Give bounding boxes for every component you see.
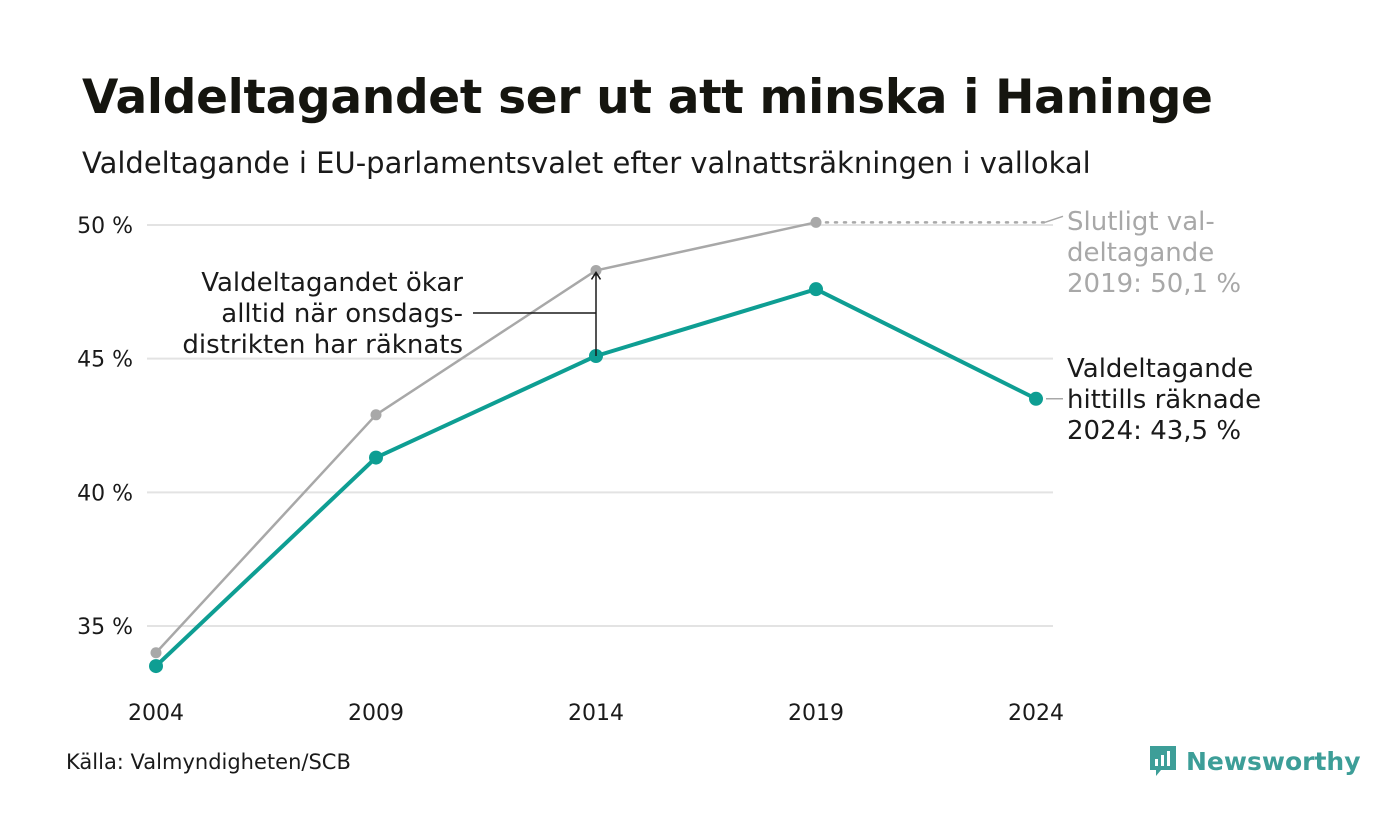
x-tick-label: 2009 bbox=[348, 701, 404, 726]
source-note: Källa: Valmyndigheten/SCB bbox=[66, 750, 351, 774]
x-tick-label: 2024 bbox=[1008, 701, 1064, 726]
final-data-point bbox=[150, 647, 162, 659]
final-series-line bbox=[154, 221, 818, 654]
counted-data-point bbox=[149, 659, 163, 674]
x-tick-label: 2004 bbox=[128, 701, 184, 726]
y-tick-label: 45 % bbox=[77, 348, 133, 373]
newsworthy-icon bbox=[1150, 746, 1176, 776]
counted-annotation-text: 2024: 43,5 % bbox=[1067, 416, 1241, 446]
final-annotation-text: 2019: 50,1 % bbox=[1067, 269, 1241, 299]
y-axis-ticks: 35 % 40 % 45 % 50 % bbox=[77, 214, 133, 640]
chart-title: Valdeltagandet ser ut att minska i Hanin… bbox=[82, 70, 1213, 125]
chart-subtitle: Valdeltagande i EU-parlamentsvalet efter… bbox=[82, 146, 1091, 180]
gap-annotation-text: distrikten har räknats bbox=[182, 330, 463, 360]
counted-annotation-text: Valdeltagande bbox=[1067, 354, 1253, 384]
line-chart: 35 % 40 % 45 % 50 % 2004 2009 2014 2019 2024 Sl… bbox=[77, 207, 1261, 726]
y-tick-label: 40 % bbox=[77, 481, 133, 506]
gap-arrow-head bbox=[590, 271, 602, 280]
counted-data-point bbox=[369, 450, 383, 465]
y-tick-label: 50 % bbox=[77, 214, 133, 239]
final-annotation-text: deltagande bbox=[1067, 238, 1214, 268]
x-axis-ticks: 2004 2009 2014 2019 2024 bbox=[128, 701, 1064, 726]
final-data-point bbox=[810, 216, 822, 228]
final-annotation-text: Slutligt val- bbox=[1067, 207, 1215, 237]
counted-annotation-text: hittills räknade bbox=[1067, 385, 1261, 415]
gap-annotation-text: alltid när onsdags- bbox=[221, 299, 463, 329]
y-tick-label: 35 % bbox=[77, 615, 133, 640]
final-annotation-connector bbox=[1044, 215, 1064, 224]
x-tick-label: 2019 bbox=[788, 701, 844, 726]
counted-data-point bbox=[1029, 391, 1043, 406]
final-data-point bbox=[370, 409, 382, 421]
brand-name: Newsworthy bbox=[1186, 746, 1361, 776]
brand-logo: Newsworthy bbox=[1148, 744, 1361, 778]
final-data-point bbox=[590, 264, 602, 276]
x-tick-label: 2014 bbox=[568, 701, 624, 726]
gap-annotation-text: Valdeltagandet ökar bbox=[201, 268, 463, 298]
counted-data-point bbox=[809, 282, 823, 297]
